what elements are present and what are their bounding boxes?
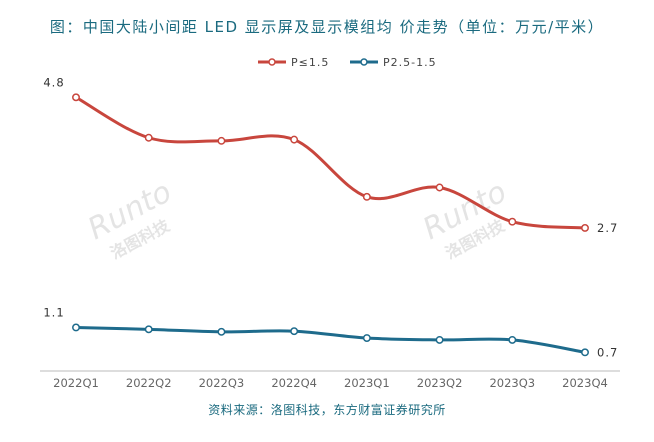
x-tick-label: 2022Q1 bbox=[53, 376, 99, 390]
source-note: 资料来源：洛图科技，东方财富证券研究所 bbox=[208, 403, 446, 417]
data-point bbox=[508, 335, 517, 344]
x-tick-label: 2023Q4 bbox=[562, 376, 608, 390]
x-axis: 2022Q1 2022Q2 2022Q3 2022Q4 2023Q1 2023Q2 2023… bbox=[40, 370, 620, 390]
data-point bbox=[217, 136, 226, 145]
data-point bbox=[435, 183, 444, 192]
data-point bbox=[362, 334, 371, 342]
data-label: 1.1 bbox=[43, 305, 64, 319]
data-point bbox=[72, 93, 80, 102]
data-point bbox=[290, 135, 299, 144]
x-tick-label: 2022Q4 bbox=[271, 376, 317, 390]
series-line-2 bbox=[74, 325, 587, 354]
x-tick-label: 2022Q2 bbox=[126, 376, 172, 390]
legend: P≤1.5 P2.5-1.5 bbox=[258, 56, 437, 69]
data-point bbox=[144, 133, 153, 142]
data-label: 2.7 bbox=[597, 221, 618, 235]
series-line-1 bbox=[74, 95, 587, 230]
legend-label-1: P≤1.5 bbox=[291, 56, 329, 69]
series-layer: 4.8 2.7 1.1 0.7 bbox=[43, 75, 618, 359]
data-label: 4.8 bbox=[43, 75, 64, 89]
chart-title: 图：中国大陆小间距 LED 显示屏及显示模组均 价走势（单位：万元/平米） bbox=[49, 18, 605, 36]
legend-label-2: P2.5-1.5 bbox=[383, 56, 437, 69]
data-point bbox=[217, 327, 226, 336]
data-point bbox=[508, 217, 517, 226]
x-tick-label: 2023Q3 bbox=[489, 376, 535, 390]
legend-swatch-marker-1 bbox=[268, 58, 276, 66]
data-point bbox=[581, 348, 589, 357]
data-point bbox=[290, 327, 299, 336]
data-point bbox=[435, 335, 444, 344]
data-label: 0.7 bbox=[597, 345, 618, 359]
data-point bbox=[581, 223, 589, 232]
x-tick-label: 2023Q2 bbox=[417, 376, 463, 390]
data-point bbox=[144, 325, 153, 334]
x-tick-label: 2022Q3 bbox=[199, 376, 245, 390]
x-tick-label: 2023Q1 bbox=[344, 376, 390, 390]
data-point bbox=[72, 323, 80, 332]
legend-swatch-marker-2 bbox=[360, 58, 368, 66]
data-point bbox=[362, 192, 371, 201]
